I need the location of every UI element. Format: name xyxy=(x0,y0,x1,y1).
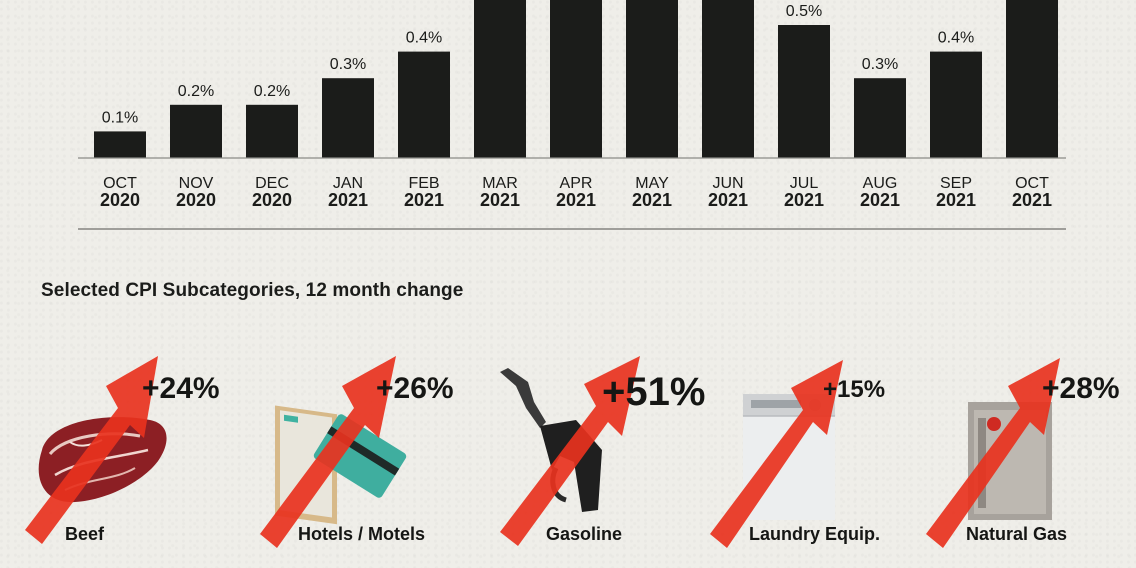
subcategory-natural-gas: +28% Natural Gas xyxy=(918,350,1136,550)
bar-value-label: 0.3% xyxy=(862,56,898,73)
subcategory-name: Beef xyxy=(65,524,105,544)
bar-sep-2021 xyxy=(930,51,982,158)
red-arrow-icon xyxy=(926,358,1060,548)
x-tick-year: 2021 xyxy=(860,190,900,210)
x-tick-month: NOV xyxy=(179,175,214,192)
bar-jan-2021 xyxy=(322,78,374,158)
labels-layer: 0.1%OCT20200.2%NOV20200.2%DEC20200.3%JAN… xyxy=(100,3,1052,210)
x-tick-year: 2021 xyxy=(632,190,672,210)
bar-nov-2020 xyxy=(170,104,222,158)
bar-feb-2021 xyxy=(398,51,450,158)
red-arrow-icon xyxy=(500,356,640,546)
subcategory-beef: +24% Beef xyxy=(20,350,240,550)
subcategory-change: +24% xyxy=(142,372,220,405)
subcategory-change: +51% xyxy=(602,370,706,414)
bar-value-label: 0.1% xyxy=(102,109,138,126)
x-tick-month: MAR xyxy=(482,175,518,192)
x-tick-month: APR xyxy=(560,175,593,192)
x-tick-year: 2020 xyxy=(176,190,216,210)
x-tick-month: JUN xyxy=(712,175,743,192)
bar-oct-2020 xyxy=(94,131,146,158)
bar-value-label: 0.4% xyxy=(938,30,974,47)
subcategory-name: Hotels / Motels xyxy=(298,524,426,544)
x-tick-year: 2020 xyxy=(252,190,292,210)
bar-jun-2021 xyxy=(702,0,754,158)
bar-value-label: 0.2% xyxy=(178,83,214,100)
x-tick-year: 2021 xyxy=(556,190,596,210)
x-tick-year: 2020 xyxy=(100,190,140,210)
bar-may-2021 xyxy=(626,0,678,159)
bar-apr-2021 xyxy=(550,0,602,159)
x-tick-month: OCT xyxy=(103,175,137,192)
bar-mar-2021 xyxy=(474,0,526,159)
subcategory-name: Natural Gas xyxy=(966,524,1068,544)
subcategory-name: Gasoline xyxy=(546,524,623,544)
bar-oct-2021 xyxy=(1006,0,1058,158)
bar-aug-2021 xyxy=(854,78,906,158)
x-tick-year: 2021 xyxy=(936,190,976,210)
bar-value-label: 0.2% xyxy=(254,83,290,100)
x-tick-year: 2021 xyxy=(480,190,520,210)
subcategory-hotels-motels: +26% Hotels / Motels xyxy=(250,350,480,550)
subcategory-gasoline: +51% Gasoline xyxy=(490,350,730,550)
x-tick-year: 2021 xyxy=(328,190,368,210)
x-tick-month: DEC xyxy=(255,175,289,192)
red-arrow-icon xyxy=(25,356,158,544)
x-tick-year: 2021 xyxy=(708,190,748,210)
bar-dec-2020 xyxy=(246,104,298,158)
x-tick-year: 2021 xyxy=(404,190,444,210)
x-tick-year: 2021 xyxy=(784,190,824,210)
cpi-monthly-bar-chart: 0.1%OCT20200.2%NOV20200.2%DEC20200.3%JAN… xyxy=(78,0,1066,230)
x-tick-month: JUL xyxy=(790,175,819,192)
bar-value-label: 0.3% xyxy=(330,56,366,73)
subcategory-change: +28% xyxy=(1042,372,1120,405)
x-tick-year: 2021 xyxy=(1012,190,1052,210)
red-arrow-icon xyxy=(710,360,843,548)
bar-value-label: 0.4% xyxy=(406,30,442,47)
x-tick-month: MAY xyxy=(635,175,669,192)
bar-jul-2021 xyxy=(778,25,830,158)
subcategory-change: +15% xyxy=(823,376,886,403)
red-arrow-icon xyxy=(260,356,396,548)
subcategory-change: +26% xyxy=(376,372,454,405)
x-tick-month: JAN xyxy=(333,175,363,192)
subcategory-name: Laundry Equip. xyxy=(749,524,881,544)
subcategory-laundry-equip: +15% Laundry Equip. xyxy=(705,350,935,550)
subcategories-title: Selected CPI Subcategories, 12 month cha… xyxy=(41,280,464,301)
x-tick-month: SEP xyxy=(940,175,972,192)
x-tick-month: OCT xyxy=(1015,175,1049,192)
x-tick-month: FEB xyxy=(408,175,439,192)
bars-layer xyxy=(94,0,1058,159)
bar-value-label: 0.5% xyxy=(786,3,822,20)
x-tick-month: AUG xyxy=(863,175,898,192)
